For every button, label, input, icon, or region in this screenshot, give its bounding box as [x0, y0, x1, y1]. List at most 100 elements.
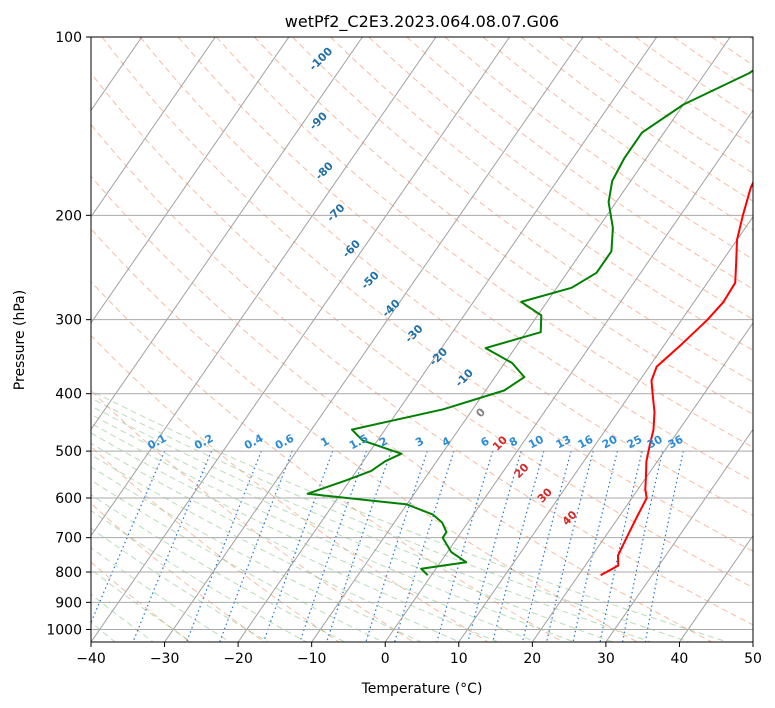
moist-adiabat-line — [91, 413, 613, 642]
isotherm-line — [605, 428, 753, 642]
dry-adiabat-line — [139, 37, 753, 517]
dry-adiabat-label: -10 — [453, 366, 476, 389]
y-tick-label: 200 — [55, 208, 82, 224]
dry-adiabat-label: 20 — [512, 461, 532, 481]
mixing-ratio-line — [599, 450, 643, 642]
dry-adiabat-line — [91, 281, 563, 642]
dry-adiabat-line — [91, 123, 753, 626]
mixing-ratio-label: 20 — [600, 433, 620, 452]
dry-adiabat-line — [292, 37, 753, 383]
moist-adiabat-line — [91, 397, 690, 642]
dry-adiabat-label: 10 — [490, 433, 510, 453]
dry-adiabat-line — [406, 37, 753, 290]
dry-adiabat-label: 40 — [560, 508, 580, 528]
dewpoint-line — [306, 69, 753, 576]
series-layer — [306, 69, 753, 577]
moist-adiabat-line — [91, 593, 154, 642]
plot-frame — [90, 36, 754, 643]
y-tick-label: 300 — [55, 313, 82, 329]
dry-adiabat-label: 0 — [473, 405, 488, 420]
y-axis-label: Pressure (hPa) — [12, 290, 28, 390]
y-tick-label: 1000 — [46, 622, 82, 638]
moist-adiabat-line — [91, 454, 460, 642]
y-tick-label: 800 — [55, 565, 82, 581]
x-axis-label: Temperature (°C) — [361, 681, 483, 697]
mixing-ratio-line — [299, 450, 367, 642]
isotherm-line — [237, 37, 658, 642]
mixing-ratio-line — [572, 450, 618, 642]
y-tick-label: 700 — [55, 531, 82, 547]
moist-adiabat-line — [91, 568, 192, 642]
moist-adiabat-line — [91, 466, 422, 642]
mixing-ratio-line — [394, 450, 455, 642]
mixing-ratio-line — [492, 450, 545, 642]
isotherm-line — [752, 641, 753, 642]
isotherm-line — [91, 37, 363, 431]
dry-adiabat-line — [444, 37, 753, 260]
mixing-ratio-label: 10 — [526, 433, 546, 452]
dry-adiabat-line — [91, 502, 265, 642]
mixing-ratio-label: 6 — [479, 434, 492, 449]
x-tick-label: 50 — [744, 651, 762, 667]
isotherm-line — [384, 109, 753, 642]
mixing-ratio-line — [521, 450, 572, 642]
dry-adiabat-line — [368, 37, 753, 320]
mixing-ratio-label: 3 — [413, 434, 426, 449]
mixing-ratio-label: 36 — [666, 433, 686, 452]
isotherm-line — [91, 37, 290, 324]
mixing-ratio-label: 0.6 — [273, 432, 297, 453]
x-tick-label: 30 — [597, 651, 615, 667]
dry-adiabat-line — [635, 37, 753, 119]
dry-adiabat-label: -40 — [380, 297, 403, 320]
mixing-ratio-line — [219, 450, 293, 642]
background-lines — [91, 37, 753, 642]
x-tick-label: 40 — [670, 651, 688, 667]
mixing-ratio-label: 2 — [377, 434, 390, 449]
dry-adiabat-line — [91, 228, 638, 642]
isotherm-line — [91, 37, 437, 537]
x-tick-label: −40 — [76, 651, 106, 667]
mixing-ratio-label: 4 — [440, 434, 453, 449]
isotherm-line — [164, 37, 584, 642]
mixing-ratio-label: 13 — [554, 433, 574, 452]
isotherm-line — [458, 215, 753, 642]
y-axis: 100 200 300 400 500 600 700 800 900 1000 — [46, 30, 91, 638]
x-tick-label: 20 — [523, 651, 541, 667]
temperature-line — [600, 180, 753, 577]
mixing-ratio-label: 25 — [625, 433, 645, 452]
isotherm-line — [91, 37, 510, 642]
y-tick-label: 500 — [55, 444, 82, 460]
y-tick-label: 600 — [55, 491, 82, 507]
mixing-ratio-label: 1.5 — [347, 432, 370, 453]
x-tick-label: 0 — [381, 651, 390, 667]
isotherm-line — [679, 534, 753, 642]
moist-adiabat-line — [91, 405, 652, 642]
mixing-ratio-line — [91, 450, 166, 625]
moist-adiabat-line — [91, 422, 575, 642]
mixing-ratio-label: 0.2 — [192, 432, 215, 453]
mixing-ratio-label: 16 — [576, 433, 596, 452]
mixing-ratio-line — [467, 450, 522, 642]
y-tick-label: 900 — [55, 595, 82, 611]
moist-adiabat-line — [91, 442, 498, 642]
x-tick-label: −30 — [150, 651, 180, 667]
moist-adiabat-line — [91, 432, 537, 642]
dry-adiabat-label: -30 — [402, 322, 425, 345]
dry-adiabat-label: -100 — [307, 44, 336, 73]
isotherm-line — [531, 322, 753, 642]
dry-adiabat-label: -20 — [427, 345, 450, 368]
isotherm-line — [311, 37, 731, 642]
x-tick-label: 10 — [450, 651, 468, 667]
x-tick-label: −10 — [297, 651, 327, 667]
dry-adiabat-line — [91, 561, 191, 642]
mixing-ratio-line — [436, 450, 494, 642]
mixing-ratio-label: 0.1 — [145, 432, 168, 453]
dry-adiabat-line — [330, 37, 753, 351]
mixing-ratio-label: 0.4 — [242, 432, 266, 453]
dry-adiabat-line — [91, 72, 753, 589]
isotherm-line — [0, 37, 68, 642]
moist-adiabat-line — [91, 547, 231, 642]
dry-adiabat-label: 30 — [535, 485, 555, 505]
chart-title: wetPf2_C2E3.2023.064.08.07.G06 — [285, 12, 559, 32]
